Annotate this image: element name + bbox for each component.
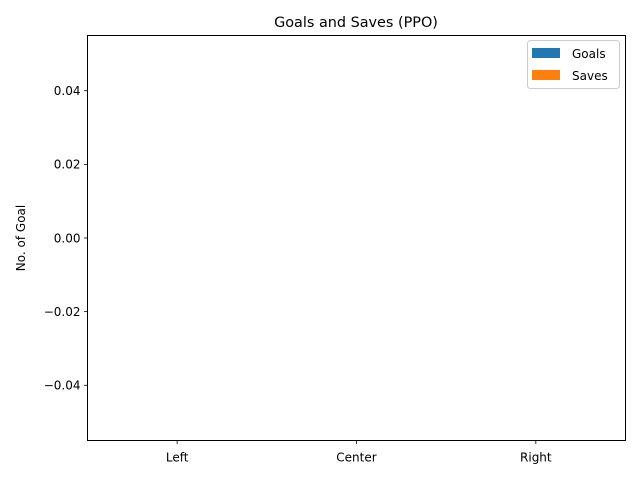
legend-label-goals: Goals — [572, 47, 606, 61]
y-tick-label: 0.02 — [54, 158, 81, 172]
y-tick-label: −0.02 — [44, 305, 81, 319]
x-tick-label-left: Left — [166, 451, 189, 465]
legend-swatch-saves — [532, 70, 560, 80]
legend: Goals Saves — [527, 40, 620, 89]
y-axis-label: No. of Goal — [14, 205, 28, 271]
x-tick-label-right: Right — [520, 451, 552, 465]
y-tick-label: 0.04 — [54, 84, 81, 98]
legend-label-saves: Saves — [572, 69, 608, 83]
axes-frame — [87, 35, 626, 441]
y-tick-label: −0.04 — [44, 379, 81, 393]
y-tick-label: 0.00 — [54, 231, 81, 245]
legend-swatch-goals — [532, 48, 560, 58]
x-tick-label-center: Center — [336, 451, 376, 465]
chart-title: Goals and Saves (PPO) — [274, 15, 438, 31]
